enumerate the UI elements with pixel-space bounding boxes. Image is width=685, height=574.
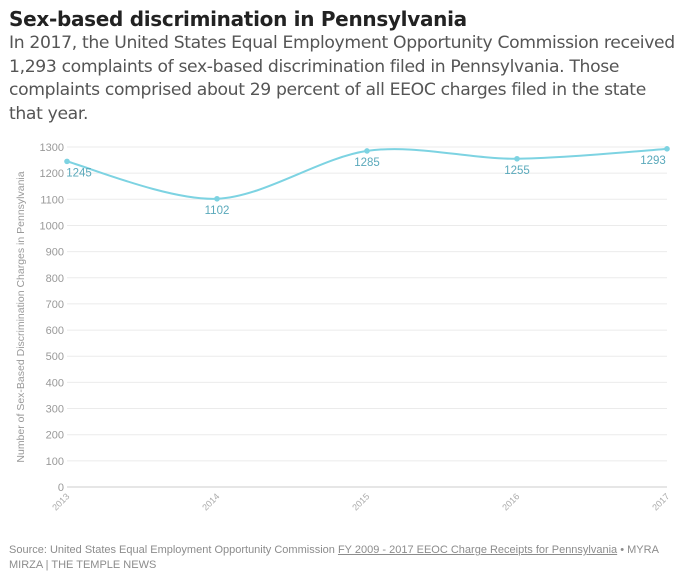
credit-text: • MYRA MIRZA | THE TEMPLE NEWS (9, 544, 659, 571)
x-tick-label: 2015 (350, 491, 371, 512)
y-tick-label: 0 (58, 482, 64, 494)
y-tick-label: 700 (46, 299, 64, 311)
y-tick-label: 1200 (40, 168, 64, 180)
data-point[interactable] (64, 158, 70, 165)
data-label: 1285 (354, 157, 380, 169)
data-label: 1293 (640, 155, 666, 167)
y-tick-label: 1300 (40, 142, 64, 154)
source-link[interactable]: FY 2009 - 2017 EEOC Charge Receipts for … (337, 544, 618, 556)
y-tick-label: 200 (46, 430, 64, 442)
y-tick-label: 100 (46, 456, 64, 468)
data-label: 1102 (205, 205, 230, 217)
line-chart: 0 100 200 300 400 500 600 700 800 900 1000 1100 1200… (15, 142, 671, 513)
y-tick-label: 800 (46, 273, 64, 285)
y-tick-label: 300 (46, 404, 64, 416)
y-tick-label: 600 (46, 325, 64, 337)
y-tick-label: 900 (46, 247, 64, 259)
x-tick-label: 2016 (500, 491, 521, 512)
data-point[interactable] (514, 155, 520, 162)
x-tick-label: 2014 (200, 491, 221, 512)
y-tick-label: 1100 (40, 194, 64, 206)
data-point[interactable] (214, 195, 220, 202)
data-point[interactable] (364, 148, 370, 154)
y-tick-label: 500 (46, 351, 64, 363)
chart-title: Sex-based discrimination in Pennsylvania (9, 7, 467, 31)
x-tick-label: 2013 (50, 491, 71, 512)
chart-subtitle: In 2017, the United States Equal Employm… (9, 33, 675, 124)
y-tick-label: 400 (46, 377, 64, 389)
x-tick-label: 2017 (650, 491, 671, 512)
source-text: Source: United States Equal Employment O… (9, 544, 335, 556)
data-point[interactable] (664, 146, 670, 152)
data-label: 1245 (66, 167, 92, 179)
y-tick-label: 1000 (40, 220, 64, 232)
chart-header: Sex-based discrimination in Pennsylvania… (9, 6, 679, 126)
data-label: 1255 (504, 165, 530, 177)
y-axis-label: Number of Sex-Based Discrimination Charg… (15, 171, 27, 462)
chart-footer: Source: United States Equal Employment O… (9, 543, 669, 573)
